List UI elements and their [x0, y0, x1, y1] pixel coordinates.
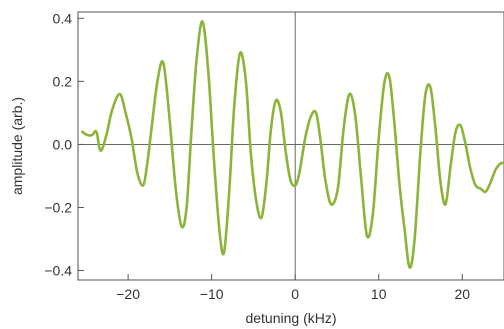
x-tick-label: 10 — [371, 286, 387, 302]
y-axis-ticks: −0.4 −0.2 0.0 0.2 0.4 — [44, 10, 84, 279]
series-group — [80, 20, 504, 269]
series-line — [80, 20, 504, 269]
x-tick-label: −20 — [116, 286, 140, 302]
plot-frame — [77, 11, 504, 281]
y-tick-label: 0.4 — [53, 10, 73, 26]
x-tick-label: 20 — [454, 286, 470, 302]
y-axis-label: amplitude (arb.) — [9, 97, 25, 195]
y-tick-label: −0.4 — [44, 263, 72, 279]
y-tick-label: 0.2 — [53, 73, 73, 89]
y-tick-label: −0.2 — [44, 199, 72, 215]
x-axis-ticks: −20 −10 0 10 20 — [116, 274, 470, 302]
x-tick-label: 0 — [291, 286, 299, 302]
y-tick-label: 0.0 — [53, 136, 73, 152]
x-axis-label: detuning (kHz) — [245, 310, 336, 326]
x-tick-label: −10 — [200, 286, 224, 302]
